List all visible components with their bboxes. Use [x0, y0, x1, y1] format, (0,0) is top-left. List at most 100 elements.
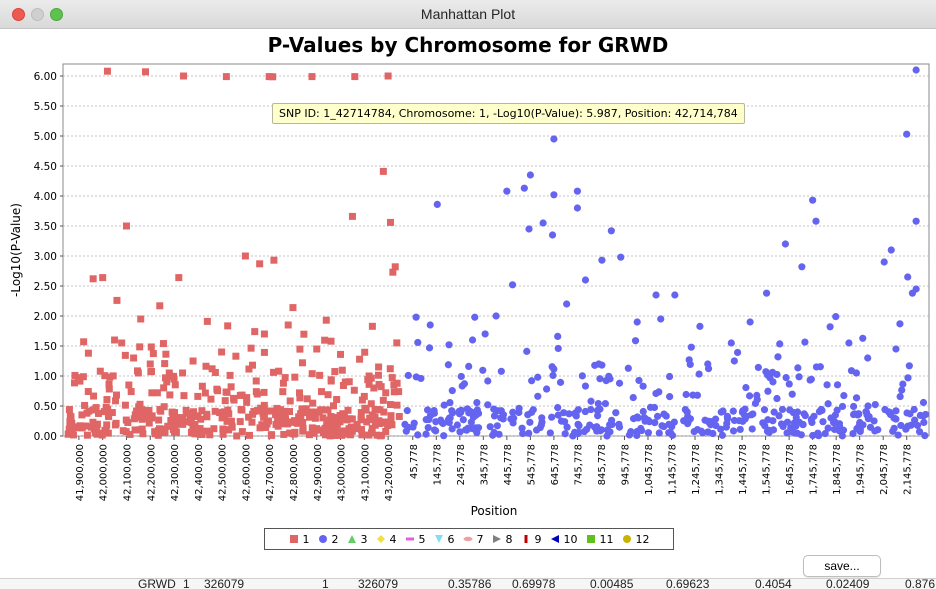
chrom1-point[interactable] [368, 322, 376, 330]
chrom2-point[interactable] [581, 382, 590, 390]
chrom2-point[interactable] [730, 357, 738, 365]
chrom1-point[interactable] [194, 392, 202, 400]
chrom2-point[interactable] [414, 431, 422, 439]
chrom2-point[interactable] [833, 406, 841, 414]
chrom1-point[interactable] [145, 419, 153, 427]
chrom1-point[interactable] [346, 431, 354, 439]
zoom-window-button[interactable] [50, 8, 63, 21]
chrom2-point[interactable] [519, 429, 527, 438]
chrom2-point[interactable] [633, 427, 641, 436]
chrom1-point[interactable] [358, 396, 366, 404]
chrom2-point[interactable] [870, 417, 878, 425]
chrom2-point[interactable] [818, 406, 826, 415]
chrom2-point[interactable] [587, 397, 595, 405]
chrom1-point[interactable] [326, 432, 334, 440]
chrom1-point[interactable] [321, 336, 329, 344]
chrom2-point[interactable] [896, 320, 904, 328]
chrom2-point[interactable] [433, 200, 441, 208]
chrom2-point[interactable] [422, 415, 430, 424]
chrom1-point[interactable] [126, 430, 134, 438]
chrom2-point[interactable] [864, 402, 872, 410]
chrom2-point[interactable] [468, 424, 476, 433]
chrom1-point[interactable] [286, 408, 294, 416]
chrom1-point[interactable] [333, 395, 341, 403]
chrom1-point[interactable] [84, 388, 92, 396]
chrom2-point[interactable] [515, 404, 523, 412]
chrom2-point[interactable] [741, 405, 749, 413]
chrom2-point[interactable] [572, 410, 580, 418]
chrom1-point[interactable] [179, 369, 187, 377]
chrom1-point[interactable] [194, 412, 202, 420]
chrom1-point[interactable] [160, 403, 168, 411]
chrom1-point[interactable] [101, 426, 109, 434]
chrom2-point[interactable] [896, 392, 904, 401]
chrom1-point[interactable] [336, 411, 344, 419]
chrom1-point[interactable] [93, 430, 101, 438]
chrom2-point[interactable] [563, 423, 571, 431]
chrom2-point[interactable] [795, 373, 803, 381]
chrom2-point[interactable] [727, 339, 735, 347]
chrom2-point[interactable] [624, 364, 632, 372]
chrom1-point[interactable] [198, 382, 206, 390]
chrom2-point[interactable] [543, 385, 551, 393]
chrom2-point[interactable] [422, 430, 430, 438]
chrom1-point[interactable] [71, 379, 79, 387]
chrom1-point[interactable] [81, 401, 89, 409]
chrom2-point[interactable] [457, 372, 465, 381]
chrom1-point[interactable] [203, 427, 211, 435]
chrom2-point[interactable] [453, 421, 461, 429]
chrom2-point[interactable] [904, 273, 912, 281]
chrom2-point[interactable] [824, 400, 832, 408]
chrom1-point[interactable] [103, 421, 111, 429]
chrom1-point[interactable] [298, 359, 306, 367]
chrom2-point[interactable] [760, 406, 769, 414]
chrom1-point[interactable] [112, 419, 120, 427]
chrom1-point[interactable] [395, 412, 403, 420]
chrom1-point[interactable] [99, 274, 107, 282]
chrom1-point[interactable] [340, 427, 348, 435]
chrom1-point[interactable] [360, 392, 368, 400]
chrom1-point[interactable] [390, 388, 398, 396]
chrom2-point[interactable] [471, 313, 479, 321]
chrom1-point[interactable] [227, 417, 235, 425]
chrom2-point[interactable] [550, 191, 558, 199]
chrom2-point[interactable] [671, 291, 679, 299]
chrom1-point[interactable] [190, 412, 198, 420]
chrom1-point[interactable] [145, 406, 153, 414]
chrom1-point[interactable] [286, 418, 294, 426]
chrom1-point[interactable] [306, 413, 314, 421]
chrom1-point[interactable] [382, 427, 390, 435]
chrom2-point[interactable] [612, 409, 620, 417]
chrom2-point[interactable] [892, 407, 900, 415]
chrom1-point[interactable] [161, 374, 169, 382]
chrom1-point[interactable] [156, 302, 164, 310]
minimize-window-button[interactable] [31, 8, 44, 21]
chrom1-point[interactable] [252, 388, 260, 396]
chrom1-point[interactable] [267, 431, 275, 439]
chrom2-point[interactable] [631, 337, 640, 345]
chrom2-point[interactable] [779, 422, 787, 431]
chrom2-point[interactable] [833, 381, 842, 389]
chrom1-point[interactable] [108, 409, 116, 417]
chrom2-point[interactable] [426, 321, 434, 329]
chrom2-point[interactable] [404, 423, 412, 431]
chrom2-point[interactable] [682, 390, 690, 399]
chrom1-point[interactable] [84, 349, 92, 357]
chrom1-point[interactable] [121, 401, 129, 409]
chrom2-point[interactable] [460, 380, 469, 388]
chrom2-point[interactable] [690, 427, 698, 436]
chrom1-point[interactable] [318, 388, 326, 396]
chrom2-point[interactable] [461, 426, 470, 434]
chrom2-point[interactable] [651, 418, 659, 427]
chrom2-point[interactable] [824, 424, 832, 432]
chrom1-point[interactable] [195, 429, 203, 437]
chrom1-point[interactable] [79, 373, 87, 381]
chrom1-point[interactable] [161, 360, 169, 368]
chrom2-point[interactable] [764, 387, 772, 395]
chrom2-point[interactable] [484, 377, 492, 385]
chrom2-point[interactable] [701, 416, 709, 424]
chrom1-point[interactable] [180, 392, 188, 400]
chrom1-point[interactable] [238, 406, 246, 414]
chrom2-point[interactable] [666, 429, 675, 437]
